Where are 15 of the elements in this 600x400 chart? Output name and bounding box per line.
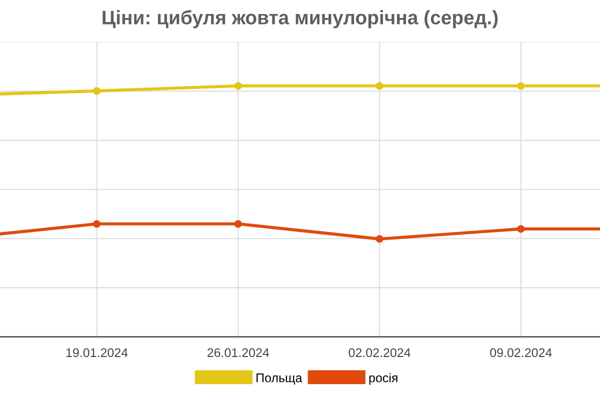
point xyxy=(92,220,101,228)
point xyxy=(376,235,384,243)
legend-label: росія xyxy=(369,373,398,385)
point xyxy=(517,82,525,90)
point xyxy=(517,225,525,233)
x-tick-label: 19.01.2024 xyxy=(66,348,128,358)
legend-label: Польща xyxy=(256,374,302,385)
x-tick-label: 09.02.2024 xyxy=(490,348,552,358)
point xyxy=(234,220,242,228)
point xyxy=(234,82,242,90)
x-tick-label: 26.01.2024 xyxy=(208,348,270,358)
x-tick-label: 02.02.2024 xyxy=(348,348,410,358)
point xyxy=(92,87,101,95)
point xyxy=(376,82,384,90)
chart-title: Ціни: цибуля жовта минулорічна (серед.) xyxy=(102,10,498,28)
